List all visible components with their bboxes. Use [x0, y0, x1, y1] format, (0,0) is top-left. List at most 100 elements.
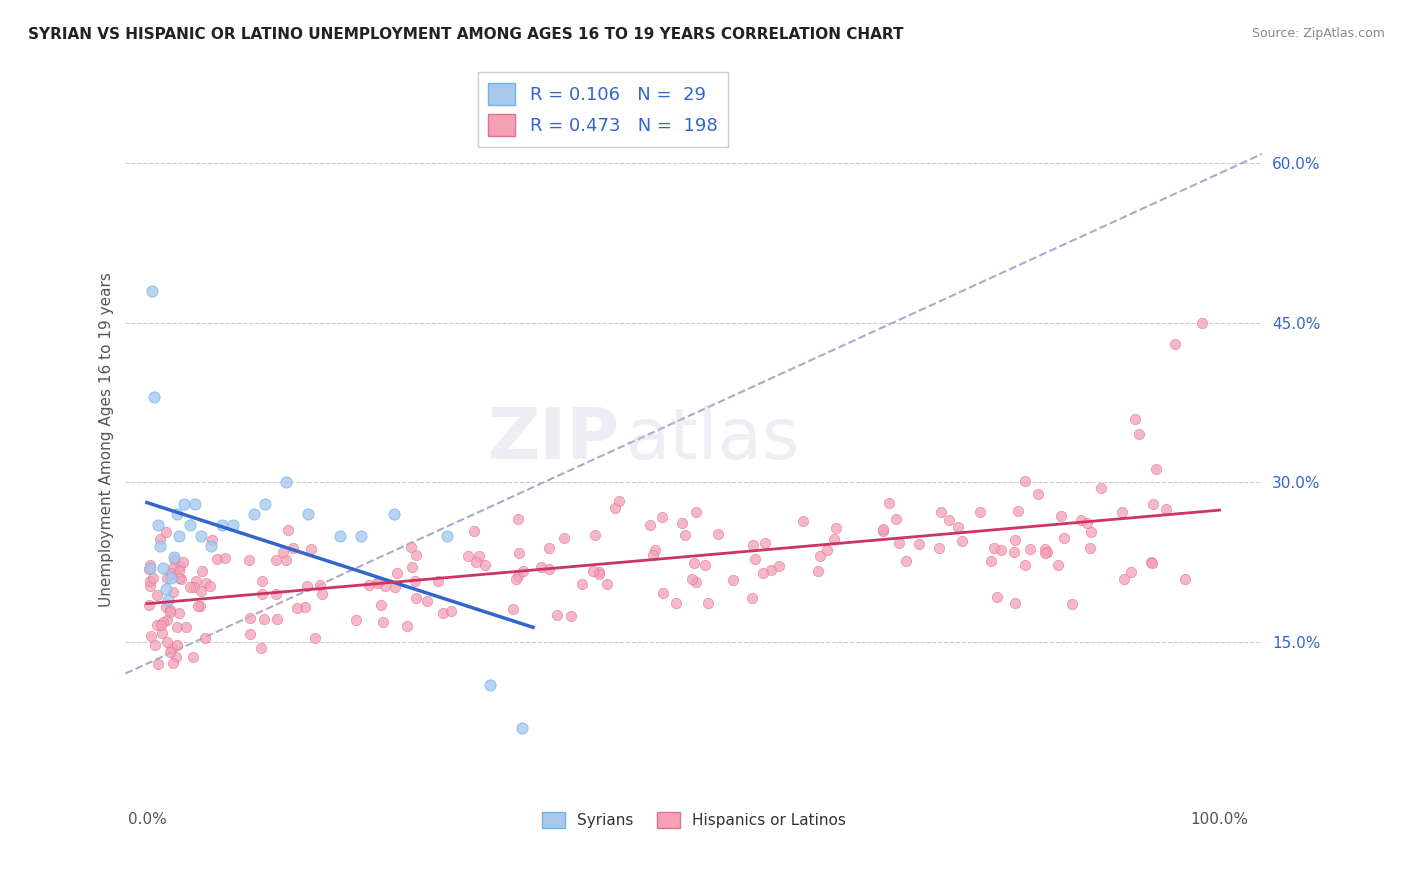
Point	[385, 566, 408, 580]
Point	[401, 540, 423, 554]
Point	[163, 551, 186, 566]
Point	[416, 594, 439, 608]
Point	[139, 574, 162, 588]
Point	[167, 606, 190, 620]
Point	[553, 531, 575, 545]
Point	[508, 568, 530, 582]
Point	[250, 587, 273, 601]
Point	[807, 564, 830, 578]
Point	[1070, 513, 1092, 527]
Point	[156, 614, 179, 628]
Point	[276, 475, 298, 490]
Point	[1090, 481, 1112, 495]
Point	[815, 542, 838, 557]
Point	[382, 508, 405, 522]
Point	[285, 600, 308, 615]
Point	[1019, 541, 1042, 556]
Point	[1046, 558, 1069, 573]
Point	[530, 560, 553, 574]
Point	[1026, 486, 1049, 500]
Point	[1004, 545, 1026, 559]
Point	[792, 514, 814, 528]
Point	[950, 533, 973, 548]
Point	[1014, 558, 1036, 572]
Point	[253, 612, 276, 626]
Point	[693, 558, 716, 573]
Point	[685, 575, 707, 590]
Point	[479, 678, 502, 692]
Point	[142, 571, 165, 585]
Point	[166, 508, 188, 522]
Point	[463, 524, 485, 538]
Point	[1112, 573, 1135, 587]
Point	[195, 576, 218, 591]
Point	[685, 505, 707, 519]
Point	[157, 592, 180, 607]
Point	[1004, 533, 1026, 548]
Point	[643, 548, 665, 562]
Point	[1121, 565, 1143, 579]
Point	[167, 529, 190, 543]
Point	[297, 508, 319, 522]
Point	[640, 517, 662, 532]
Point	[467, 549, 489, 563]
Point	[1111, 505, 1133, 519]
Point	[173, 497, 195, 511]
Point	[929, 505, 952, 519]
Text: Source: ZipAtlas.com: Source: ZipAtlas.com	[1251, 27, 1385, 40]
Point	[938, 513, 960, 527]
Point	[152, 561, 174, 575]
Point	[309, 578, 332, 592]
Point	[190, 584, 212, 599]
Point	[432, 606, 454, 620]
Point	[583, 528, 606, 542]
Point	[281, 541, 304, 555]
Point	[184, 497, 207, 511]
Point	[1139, 556, 1161, 570]
Point	[295, 579, 318, 593]
Point	[139, 561, 162, 575]
Point	[872, 524, 894, 538]
Point	[465, 555, 488, 569]
Point	[1144, 462, 1167, 476]
Point	[150, 626, 173, 640]
Point	[167, 565, 190, 579]
Point	[671, 516, 693, 531]
Y-axis label: Unemployment Among Ages 16 to 19 years: Unemployment Among Ages 16 to 19 years	[100, 272, 114, 607]
Point	[1053, 532, 1076, 546]
Point	[908, 537, 931, 551]
Point	[969, 505, 991, 519]
Point	[983, 541, 1005, 555]
Point	[384, 580, 406, 594]
Point	[329, 529, 352, 543]
Point	[146, 657, 169, 671]
Point	[440, 604, 463, 618]
Point	[877, 496, 900, 510]
Point	[744, 552, 766, 566]
Point	[436, 529, 458, 543]
Point	[264, 587, 287, 601]
Point	[138, 562, 160, 576]
Point	[1174, 572, 1197, 586]
Point	[506, 512, 529, 526]
Point	[512, 721, 534, 735]
Point	[188, 599, 211, 613]
Point	[1076, 516, 1098, 530]
Point	[651, 586, 673, 600]
Point	[605, 500, 627, 515]
Point	[294, 599, 316, 614]
Point	[200, 540, 222, 554]
Point	[1033, 541, 1056, 556]
Point	[374, 579, 396, 593]
Point	[250, 640, 273, 655]
Point	[370, 599, 392, 613]
Point	[350, 529, 373, 543]
Point	[723, 573, 745, 587]
Point	[194, 632, 217, 646]
Point	[1164, 337, 1187, 351]
Point	[537, 561, 560, 575]
Point	[141, 284, 163, 298]
Point	[1014, 474, 1036, 488]
Point	[681, 572, 703, 586]
Point	[405, 549, 427, 563]
